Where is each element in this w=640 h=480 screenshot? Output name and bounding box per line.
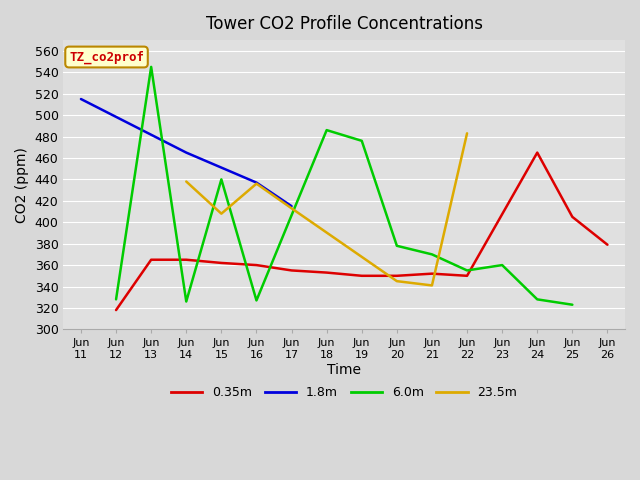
Title: Tower CO2 Profile Concentrations: Tower CO2 Profile Concentrations bbox=[205, 15, 483, 33]
X-axis label: Time: Time bbox=[327, 363, 361, 377]
Legend: 0.35m, 1.8m, 6.0m, 23.5m: 0.35m, 1.8m, 6.0m, 23.5m bbox=[166, 381, 522, 404]
Text: TZ_co2prof: TZ_co2prof bbox=[69, 50, 144, 64]
Y-axis label: CO2 (ppm): CO2 (ppm) bbox=[15, 147, 29, 223]
